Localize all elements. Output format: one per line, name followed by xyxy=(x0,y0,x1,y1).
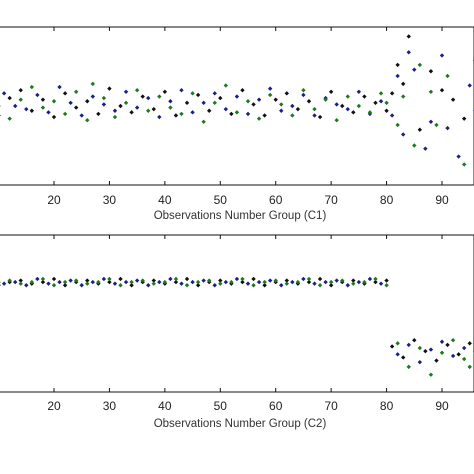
x-tick-label: 60 xyxy=(269,193,283,207)
x-tick-label: 90 xyxy=(435,193,449,207)
plot-frame-c1 xyxy=(0,27,474,185)
x-tick-label: 50 xyxy=(214,399,228,413)
panel-c1: 20 30 40 50 60 70 80 90 Observations Number Gro… xyxy=(0,27,474,222)
x-tick-label: 30 xyxy=(103,193,117,207)
x-tick-label: 60 xyxy=(269,399,283,413)
x-axis-label-c1: Observations Number Group (C1) xyxy=(154,210,327,222)
x-tick-label: 40 xyxy=(158,193,172,207)
x-tick-labels-c2: 20 30 40 50 60 70 80 90 xyxy=(47,399,449,413)
x-tick-label: 50 xyxy=(214,193,228,207)
x-tick-label: 90 xyxy=(435,399,449,413)
plot-frame-c2 xyxy=(0,235,474,392)
x-tick-label: 80 xyxy=(380,399,394,413)
x-tick-label: 70 xyxy=(324,193,338,207)
x-tick-label: 20 xyxy=(47,399,61,413)
x-axis-label-c2: Observations Number Group (C2) xyxy=(154,418,327,430)
x-tick-label: 40 xyxy=(158,399,172,413)
x-tick-label: 20 xyxy=(47,193,61,207)
x-tick-label: 30 xyxy=(103,399,117,413)
x-tick-label: 80 xyxy=(380,193,394,207)
x-tick-label: 70 xyxy=(324,399,338,413)
panel-c2: 20 30 40 50 60 70 80 90 Observations Number Gro… xyxy=(0,235,474,430)
x-tick-labels-c1: 20 30 40 50 60 70 80 90 xyxy=(47,193,449,207)
